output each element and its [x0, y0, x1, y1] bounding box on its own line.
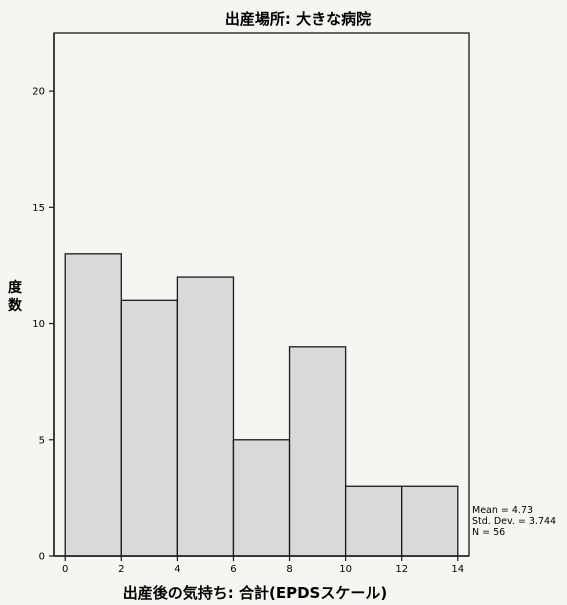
x-tick-label: 6 [230, 564, 236, 575]
y-tick-label: 20 [32, 87, 45, 98]
histogram-bar [64, 253, 122, 557]
stats-legend: Mean = 4.73 Std. Dev. = 3.744 N = 56 [472, 505, 556, 538]
histogram-bar [120, 299, 179, 557]
y-tick-label: 10 [32, 319, 45, 330]
x-axis-label: 出産後の気持ち: 合計(EPDSスケール) [123, 584, 387, 602]
stats-mean: Mean = 4.73 [472, 505, 533, 516]
y-tick-label: 15 [32, 203, 45, 214]
histogram-bar [232, 439, 291, 557]
x-tick-label: 0 [62, 564, 68, 575]
chart-title: 出産場所: 大きな病院 [225, 10, 371, 28]
histogram-bar [288, 346, 347, 557]
stats-std-dev: Std. Dev. = 3.744 [472, 516, 556, 527]
x-tick-label: 14 [451, 564, 464, 575]
x-tick-label: 4 [174, 564, 180, 575]
x-tick-label: 10 [339, 564, 352, 575]
x-tick-label: 12 [395, 564, 408, 575]
stats-n: N = 56 [472, 527, 505, 538]
y-axis-label-char-1: 度 [8, 279, 23, 296]
x-tick-label: 2 [118, 564, 124, 575]
y-axis-label-char-2: 数 [8, 297, 23, 314]
histogram-bar [176, 276, 235, 557]
histogram-bar [401, 485, 459, 557]
y-tick-label: 0 [39, 552, 45, 563]
y-tick-label: 5 [39, 435, 45, 446]
histogram-bar [344, 485, 403, 557]
x-tick-label: 8 [286, 564, 292, 575]
